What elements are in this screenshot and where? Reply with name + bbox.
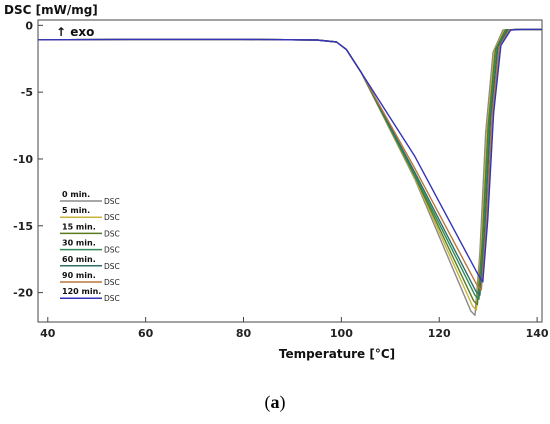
y-tick-label: -5 — [21, 86, 33, 99]
x-tick-label: 100 — [330, 327, 353, 340]
x-tick-label: 120 — [428, 327, 451, 340]
legend-label: 0 min. — [62, 190, 90, 199]
series-line-6 — [37, 28, 542, 283]
figure-caption: (a) — [264, 392, 286, 412]
x-tick-label: 60 — [138, 327, 154, 340]
legend-suffix: DSC — [104, 278, 120, 287]
legend-label: 30 min. — [62, 239, 96, 248]
legend: 0 min. DSC 5 min. DSC 15 min. DSC 30 min. DSC 60… — [60, 190, 120, 303]
exo-annotation: ↑ exo — [56, 25, 94, 39]
legend-suffix: DSC — [104, 197, 120, 206]
y-tick-label: 0 — [25, 19, 33, 32]
legend-label: 120 min. — [62, 287, 101, 296]
x-tick-label: 40 — [40, 327, 56, 340]
x-axis-label: Temperature [°C] — [279, 347, 395, 361]
series-line-3 — [37, 28, 542, 300]
legend-suffix: DSC — [104, 213, 120, 222]
x-tick-label: 140 — [526, 327, 549, 340]
legend-label: 60 min. — [62, 255, 96, 264]
legend-label: 5 min. — [62, 206, 90, 215]
x-tick-label: 80 — [236, 327, 252, 340]
series-line-4 — [37, 28, 542, 296]
plot-frame — [37, 19, 543, 323]
legend-suffix: DSC — [104, 262, 120, 271]
legend-label: 90 min. — [62, 271, 96, 280]
caption-label: a — [270, 392, 280, 412]
legend-label: 15 min. — [62, 222, 96, 231]
y-axis-label: DSC [mW/mg] — [4, 3, 98, 17]
axis-ticks: 40 60 80 100 120 140 0 -5 -10 -15 -20 — [13, 19, 549, 340]
y-tick-label: -15 — [13, 220, 33, 233]
y-tick-label: -10 — [13, 153, 33, 166]
legend-suffix: DSC — [104, 294, 120, 303]
plot-border — [37, 19, 543, 323]
legend-suffix: DSC — [104, 246, 120, 255]
legend-suffix: DSC — [104, 229, 120, 238]
series-group — [37, 28, 542, 316]
y-tick-label: -20 — [13, 287, 33, 300]
dsc-chart: DSC [mW/mg] ↑ exo 40 60 80 100 120 140 0 -5 -10 -… — [4, 3, 549, 361]
